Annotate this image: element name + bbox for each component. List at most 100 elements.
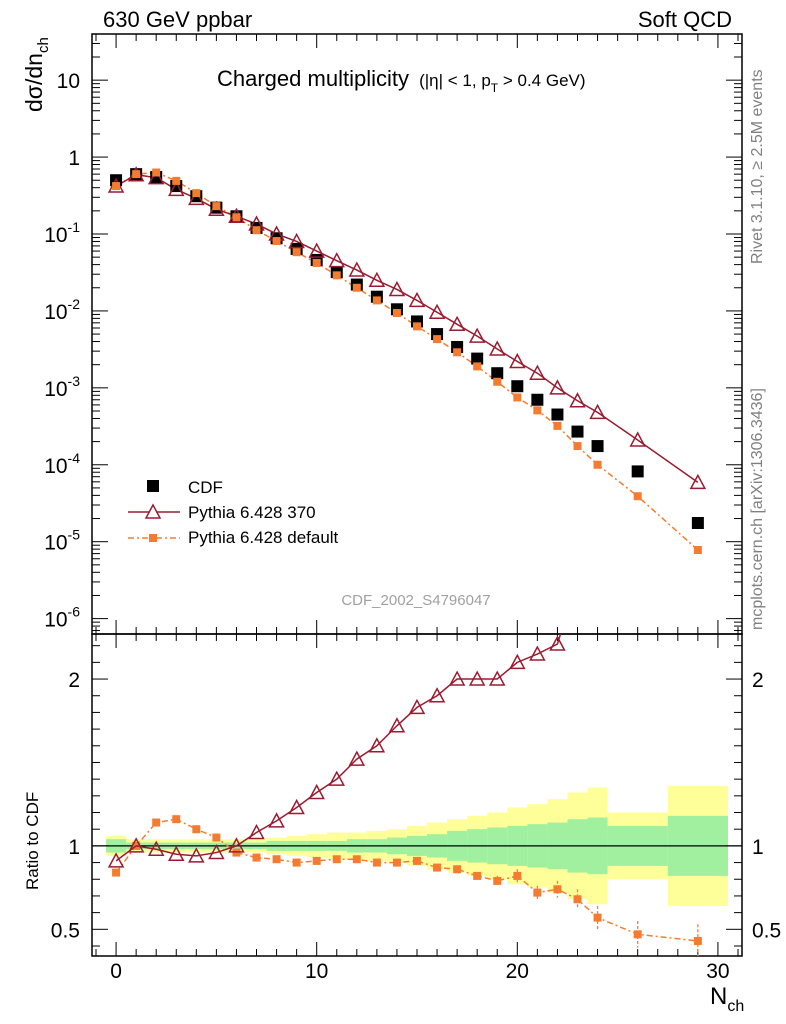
pythia-default-point (372, 296, 381, 305)
ratio-pythia-370-point (208, 843, 225, 860)
cdf-point (491, 367, 504, 380)
legend-marker-pythia-370 (144, 503, 162, 519)
ratio-plot-frame (91, 633, 743, 957)
legend-label-cdf: CDF (188, 478, 223, 497)
pythia-default-point (392, 308, 401, 317)
ratio-series-group (107, 572, 702, 956)
ratio-pythia-default-point (152, 818, 161, 827)
ratio-pythia-default-point (252, 853, 261, 862)
ratio-pythia-370-point (288, 798, 305, 815)
ratio-pythia-370-point (368, 737, 386, 753)
y-tick-label: 10-1 (44, 219, 80, 247)
pythia-default-point (292, 248, 301, 257)
chart-title-cut-post: > 0.4 GeV) (498, 71, 585, 90)
band-group (106, 785, 728, 906)
pythia-370-point (629, 431, 646, 447)
pythia-default-point (593, 460, 602, 469)
y-axis-label-sub: ch (35, 37, 52, 53)
ratio-pythia-default-point (553, 885, 562, 894)
pythia-370-point (468, 327, 486, 343)
pythia-default-point (553, 421, 562, 430)
ratio-tick-label: 1 (68, 836, 80, 859)
ratio-pythia-370-point (228, 837, 245, 853)
ratio-tick-label: 0.5 (51, 919, 80, 942)
pythia-default-point (252, 226, 261, 235)
y-tick-label: 1 (68, 147, 80, 170)
ratio-pythia-default-point (372, 858, 381, 867)
pythia-default-point (332, 271, 341, 280)
ratio-pythia-370-point (107, 852, 125, 868)
y-tick-base: 10 (44, 301, 67, 324)
cdf-point (551, 408, 564, 421)
ratio-uncertainty-bands (106, 785, 728, 906)
ratio-pythia-default-point (212, 833, 221, 842)
pythia-default-point (172, 176, 181, 185)
ratio-pythia-default-point (493, 876, 502, 885)
ratio-pythia-370-point (549, 635, 566, 651)
y-tick-label: 10-4 (44, 450, 80, 478)
pythia-default-point (112, 182, 121, 191)
pythia-default-point (132, 170, 141, 179)
cdf-point (631, 465, 644, 478)
ratio-pythia-370-point (388, 717, 406, 733)
cdf-point (471, 352, 484, 365)
pythia-370-point (408, 291, 426, 308)
header-right: Soft QCD (638, 7, 732, 32)
x-axis-label: Nch (710, 983, 744, 1015)
cdf-point (571, 425, 584, 438)
ratio-pythia-default-point (172, 815, 181, 824)
cdf-point (691, 516, 704, 529)
pythia-default-point (453, 348, 462, 357)
mcplots-label: mcplots.cern.ch [arXiv:1306.3436] (749, 388, 766, 630)
ratio-pythia-370-point (348, 750, 366, 766)
ratio-pythia-370-point (570, 572, 584, 585)
pythia-default-point (633, 492, 642, 501)
ratio-pythia-370-point (488, 670, 506, 686)
legend-label-pythia-370: Pythia 6.428 370 (188, 503, 316, 522)
pythia-default-point (152, 168, 161, 177)
ratio-pythia-default-point (312, 856, 321, 865)
ratio-pythia-default-point (453, 865, 462, 874)
y-tick-base: 10 (44, 224, 67, 247)
y-tick-label: 10-2 (44, 296, 80, 324)
y-tick-label: 10-5 (44, 527, 80, 555)
ratio-pythia-370-point (268, 812, 285, 828)
ratio-pythia-default-point (413, 856, 421, 865)
ratio-tick-label-right: 1 (752, 836, 764, 859)
ratio-pythia-default-point (352, 855, 361, 864)
ratio-pythia-370-point (529, 645, 546, 661)
ratio-pythia-default-point (433, 863, 442, 872)
pythia-370-point (488, 340, 506, 356)
ratio-tick-label-right: 0.5 (752, 919, 781, 942)
pythia-default-point (433, 335, 442, 344)
pythia-default-point (473, 362, 482, 371)
legend: CDF Pythia 6.428 370 Pythia 6.428 defaul… (128, 478, 339, 547)
cdf-point (531, 393, 544, 406)
chart-title-cut-pre: (|η| < 1, p (419, 71, 491, 90)
ratio-pythia-default-point (112, 868, 121, 877)
ratio-pythia-370-point (147, 840, 165, 856)
pythia-370-point (549, 379, 566, 395)
ratio-tick-label: 2 (68, 669, 80, 692)
y-axis-label: dσ/dnch (21, 37, 52, 112)
ratio-pythia-default-point (392, 858, 401, 867)
legend-marker-pythia-default (149, 534, 157, 542)
ratio-pythia-default-point (272, 855, 281, 864)
pythia-370-point (569, 392, 586, 408)
y-tick-label: 10-6 (44, 604, 80, 632)
legend-marker-cdf (147, 480, 159, 492)
ratio-pythia-370-point (248, 823, 265, 840)
ratio-pythia-370-point (127, 837, 145, 853)
y-tick-exp: -6 (68, 604, 81, 620)
ratio-pythia-370-point (328, 770, 346, 786)
y-tick-label: 10-3 (44, 373, 80, 401)
main-series-group (107, 166, 707, 554)
x-tick-label: 20 (506, 960, 529, 983)
ratio-pythia-370-point (168, 845, 185, 861)
cdf-point (511, 380, 524, 393)
pythia-default-point (212, 202, 221, 211)
pythia-370-point (428, 303, 446, 320)
ratio-pythia-default-point (332, 855, 341, 864)
pythia-370-point (188, 189, 205, 206)
